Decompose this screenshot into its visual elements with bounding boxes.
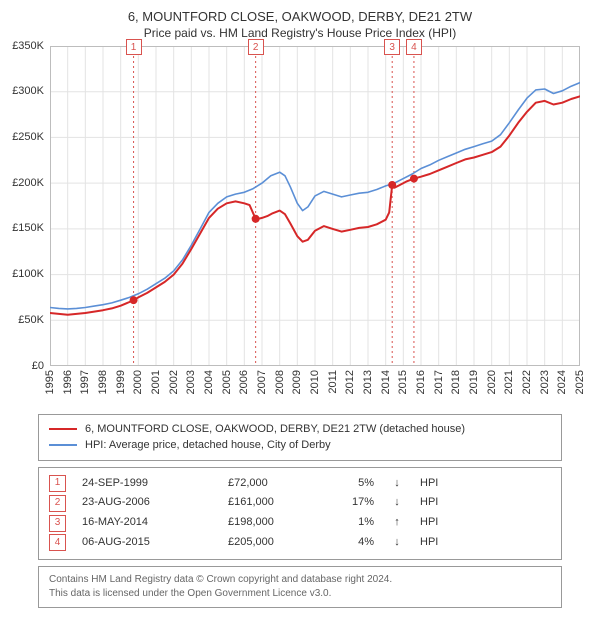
x-axis-label: 2022	[521, 370, 533, 394]
x-axis-label: 2001	[150, 370, 162, 394]
attribution-line: This data is licensed under the Open Gov…	[49, 587, 551, 601]
legend-swatch	[49, 428, 77, 430]
x-axis-label: 2017	[433, 370, 445, 394]
x-axis-label: 2006	[238, 370, 250, 394]
sales-table: 1 24-SEP-1999 £72,000 5% ↓ HPI 2 23-AUG-2006 £16…	[38, 467, 562, 560]
y-axis-label: £300K	[12, 85, 50, 97]
x-axis-label: 2015	[397, 370, 409, 394]
x-axis-label: 2003	[185, 370, 197, 394]
line-chart-svg	[50, 46, 580, 366]
x-axis-label: 2023	[539, 370, 551, 394]
x-axis-label: 2020	[486, 370, 498, 394]
x-axis-label: 2008	[274, 370, 286, 394]
sale-vs-label: HPI	[420, 533, 438, 553]
x-axis-label: 2018	[450, 370, 462, 394]
y-axis-label: £250K	[12, 131, 50, 143]
sale-date: 06-AUG-2015	[82, 533, 212, 553]
attribution-box: Contains HM Land Registry data © Crown c…	[38, 566, 562, 608]
x-axis-label: 1998	[97, 370, 109, 394]
legend-item-hpi: HPI: Average price, detached house, City…	[49, 437, 551, 454]
sale-row: 4 06-AUG-2015 £205,000 4% ↓ HPI	[49, 533, 551, 553]
sale-marker-4: 4	[406, 39, 422, 55]
x-axis-label: 2011	[327, 370, 339, 394]
arrow-icon: ↑	[390, 513, 404, 533]
arrow-icon: ↓	[390, 533, 404, 553]
legend-item-price: 6, MOUNTFORD CLOSE, OAKWOOD, DERBY, DE21…	[49, 421, 551, 438]
sale-marker-3: 3	[384, 39, 400, 55]
sale-delta: 17%	[334, 493, 374, 513]
sale-row: 3 16-MAY-2014 £198,000 1% ↑ HPI	[49, 513, 551, 533]
sale-row: 2 23-AUG-2006 £161,000 17% ↓ HPI	[49, 493, 551, 513]
sale-date: 24-SEP-1999	[82, 474, 212, 494]
sale-index-box: 4	[49, 534, 66, 551]
arrow-icon: ↓	[390, 493, 404, 513]
sale-vs-label: HPI	[420, 474, 438, 494]
legend-box: 6, MOUNTFORD CLOSE, OAKWOOD, DERBY, DE21…	[38, 414, 562, 461]
x-axis-label: 2007	[256, 370, 268, 394]
x-axis-label: 2002	[168, 370, 180, 394]
x-axis-label: 2012	[344, 370, 356, 394]
sale-index-box: 1	[49, 475, 66, 492]
arrow-icon: ↓	[390, 474, 404, 494]
x-axis-label: 2004	[203, 370, 215, 394]
sale-row: 1 24-SEP-1999 £72,000 5% ↓ HPI	[49, 474, 551, 494]
sale-delta: 1%	[334, 513, 374, 533]
y-axis-label: £50K	[18, 314, 50, 326]
sale-price: £205,000	[228, 533, 318, 553]
legend-swatch	[49, 444, 77, 446]
x-axis-label: 1999	[115, 370, 127, 394]
x-axis-label: 2025	[574, 370, 586, 394]
sale-price: £72,000	[228, 474, 318, 494]
y-axis-label: £100K	[12, 268, 50, 280]
sale-date: 16-MAY-2014	[82, 513, 212, 533]
sale-price: £198,000	[228, 513, 318, 533]
legend-label: HPI: Average price, detached house, City…	[85, 437, 331, 454]
sale-index-box: 2	[49, 495, 66, 512]
y-axis-label: £200K	[12, 177, 50, 189]
sale-vs-label: HPI	[420, 493, 438, 513]
x-axis-label: 2013	[362, 370, 374, 394]
x-axis-label: 1997	[79, 370, 91, 394]
legend-label: 6, MOUNTFORD CLOSE, OAKWOOD, DERBY, DE21…	[85, 421, 465, 438]
sale-index-box: 3	[49, 515, 66, 532]
sale-delta: 5%	[334, 474, 374, 494]
x-axis-label: 1995	[44, 370, 56, 394]
sale-marker-1: 1	[126, 39, 142, 55]
x-axis-label: 1996	[62, 370, 74, 394]
sale-marker-2: 2	[248, 39, 264, 55]
x-axis-label: 2014	[380, 370, 392, 394]
chart-title: 6, MOUNTFORD CLOSE, OAKWOOD, DERBY, DE21…	[0, 0, 600, 26]
chart-subtitle: Price paid vs. HM Land Registry's House …	[0, 26, 600, 46]
y-axis-label: £350K	[12, 40, 50, 52]
x-axis-label: 2016	[415, 370, 427, 394]
sale-delta: 4%	[334, 533, 374, 553]
x-axis-label: 2005	[221, 370, 233, 394]
sale-vs-label: HPI	[420, 513, 438, 533]
y-axis-label: £150K	[12, 222, 50, 234]
x-axis-label: 2000	[132, 370, 144, 394]
x-axis-label: 2009	[291, 370, 303, 394]
x-axis-label: 2024	[556, 370, 568, 394]
chart-container: 6, MOUNTFORD CLOSE, OAKWOOD, DERBY, DE21…	[0, 0, 600, 620]
x-axis-label: 2010	[309, 370, 321, 394]
x-axis-label: 2021	[503, 370, 515, 394]
x-axis-label: 2019	[468, 370, 480, 394]
x-axis-labels: 1995199619971998199920002001200220032004…	[50, 366, 580, 406]
plot-area: £0£50K£100K£150K£200K£250K£300K£350K1234	[50, 46, 580, 366]
sale-price: £161,000	[228, 493, 318, 513]
attribution-line: Contains HM Land Registry data © Crown c…	[49, 573, 551, 587]
sale-date: 23-AUG-2006	[82, 493, 212, 513]
